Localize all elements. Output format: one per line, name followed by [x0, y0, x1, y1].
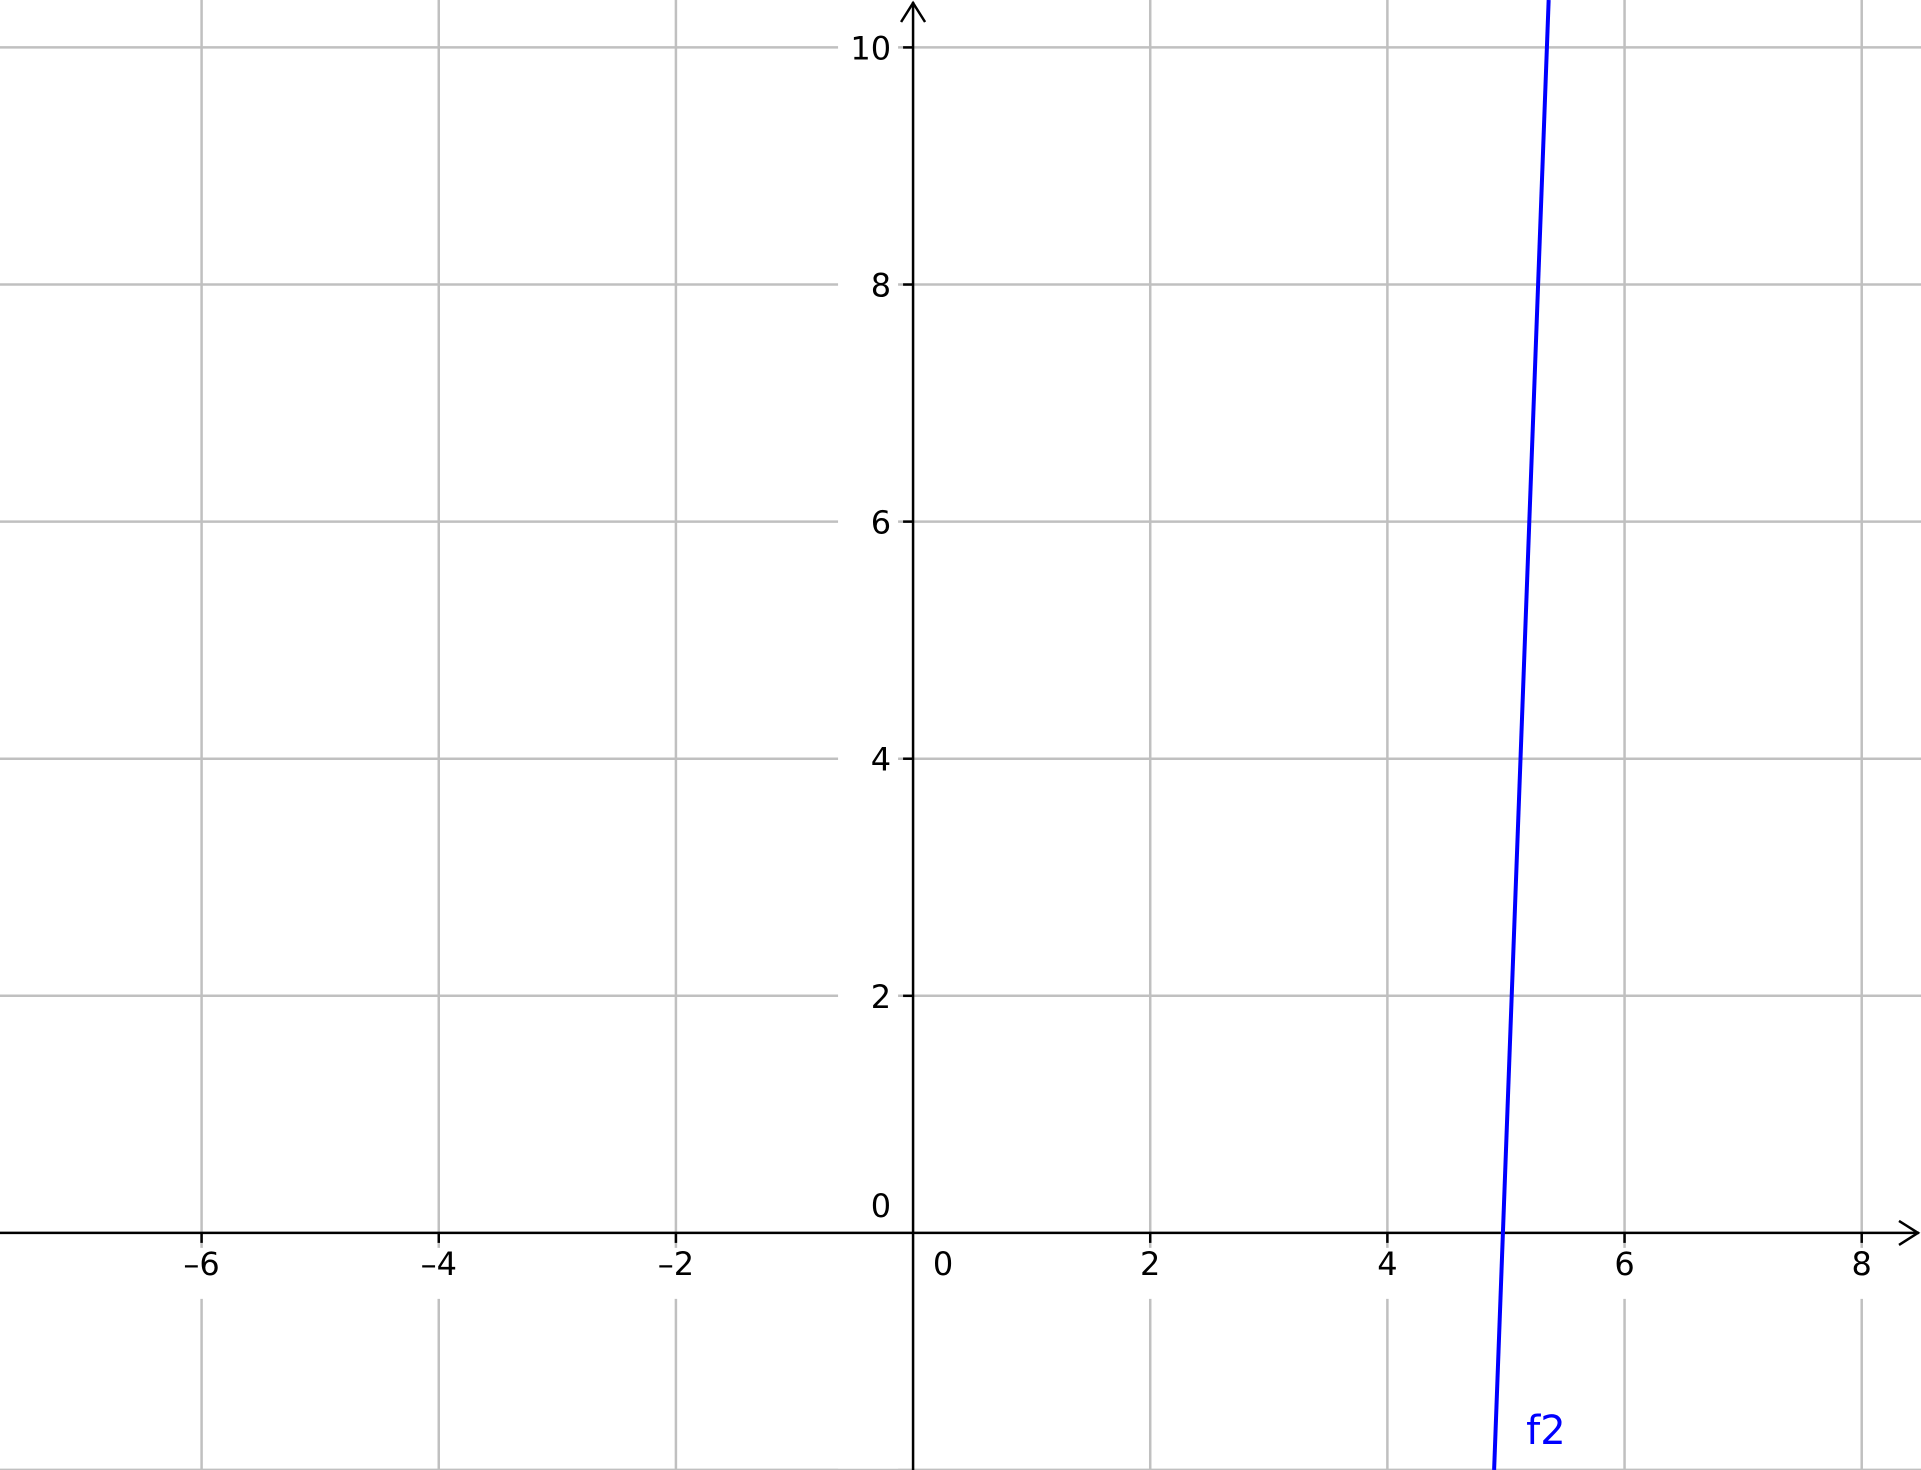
x-tick-label: –6: [183, 1245, 219, 1283]
x-tick-label: 4: [1377, 1245, 1397, 1283]
x-axis-arrow: [1898, 1219, 1921, 1246]
series-label-f2: f2: [1526, 1408, 1566, 1454]
y-axis-arrow: [900, 0, 927, 23]
x-tick-label: 6: [1614, 1245, 1634, 1283]
y-tick-label: 10: [850, 29, 891, 67]
y-tick-label: 4: [871, 741, 891, 779]
series-line-f2: [1492, 0, 1551, 1470]
ticks: –6 –4 –2 0 2 4 6 8 0 2 4 6 8 10: [183, 29, 1871, 1282]
series: f2: [1492, 0, 1566, 1470]
x-tick-label: 8: [1852, 1245, 1872, 1283]
x-tick-label: –2: [658, 1245, 694, 1283]
y-tick-label: 6: [871, 504, 891, 542]
x-tick-label: –4: [421, 1245, 457, 1283]
y-tick-label: 8: [871, 267, 891, 305]
y-tick-label: 2: [871, 978, 891, 1016]
x-tick-label: 2: [1140, 1245, 1160, 1283]
x-tick-label: 0: [933, 1245, 953, 1283]
y-tick-label: 0: [871, 1187, 891, 1225]
